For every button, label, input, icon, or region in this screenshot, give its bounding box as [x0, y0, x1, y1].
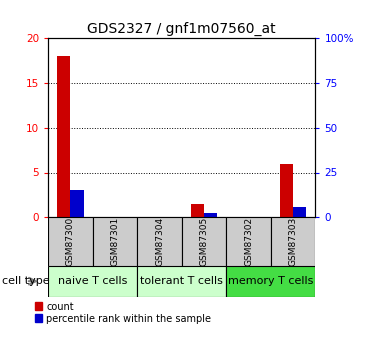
Bar [191, 204, 204, 217]
Bar [137, 217, 182, 266]
Text: GSM87304: GSM87304 [155, 217, 164, 266]
Text: tolerant T cells: tolerant T cells [140, 276, 223, 286]
Bar [280, 164, 293, 217]
Legend: count, percentile rank within the sample: count, percentile rank within the sample [35, 302, 211, 324]
Text: GSM87302: GSM87302 [244, 217, 253, 266]
Bar [48, 266, 137, 297]
Text: GSM87303: GSM87303 [289, 217, 298, 266]
Text: memory T cells: memory T cells [228, 276, 313, 286]
Bar [226, 217, 271, 266]
Bar [93, 217, 137, 266]
Bar [70, 190, 84, 217]
Text: GSM87305: GSM87305 [200, 217, 209, 266]
Bar [137, 266, 226, 297]
Bar [204, 213, 217, 217]
Text: naive T cells: naive T cells [58, 276, 127, 286]
Bar [182, 217, 226, 266]
Bar [48, 217, 93, 266]
Text: GSM87301: GSM87301 [111, 217, 119, 266]
Bar [226, 266, 315, 297]
Text: cell type: cell type [2, 276, 49, 286]
Title: GDS2327 / gnf1m07560_at: GDS2327 / gnf1m07560_at [88, 21, 276, 36]
Text: GSM87300: GSM87300 [66, 217, 75, 266]
Bar [271, 217, 315, 266]
Bar [293, 207, 306, 217]
Bar [57, 56, 70, 217]
